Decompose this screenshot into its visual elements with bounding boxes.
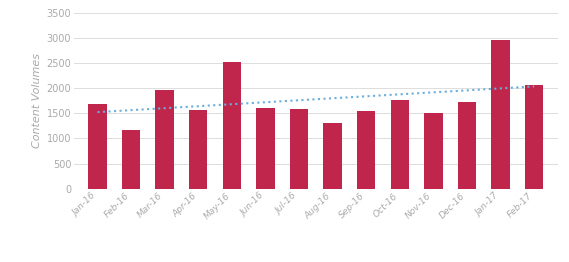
Bar — [155, 90, 174, 189]
Bar — [323, 123, 342, 189]
Bar — [491, 40, 510, 189]
Bar — [357, 111, 376, 189]
Bar — [525, 85, 543, 189]
Bar — [457, 102, 476, 189]
Bar — [189, 110, 208, 189]
Bar — [88, 104, 107, 189]
Bar — [222, 62, 241, 189]
Y-axis label: Content Volumes: Content Volumes — [32, 53, 42, 148]
Bar — [256, 108, 275, 189]
Bar — [390, 100, 409, 189]
Bar — [424, 113, 443, 189]
Bar — [290, 109, 308, 189]
Bar — [122, 130, 141, 189]
